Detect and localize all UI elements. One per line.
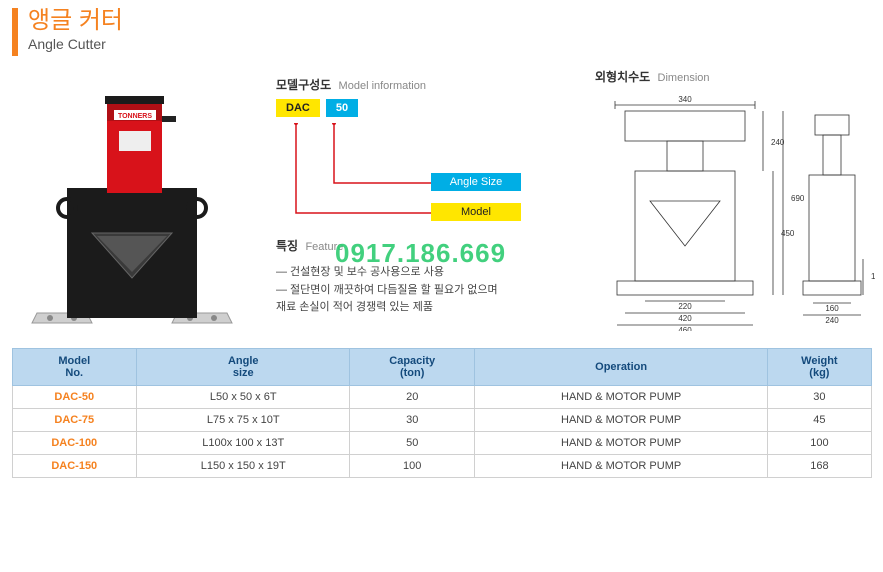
model-tags: DAC 50 [276, 99, 571, 117]
label-angle-size: Angle Size [431, 173, 521, 191]
tag-size: 50 [326, 99, 358, 117]
feature-lines: — 건설현장 및 보수 공사용으로 사용 — 절단면이 깨끗하여 다듬질을 할 … [276, 264, 571, 317]
title-accent-bar [12, 8, 18, 56]
dimension-heading: 외형치수도 Dimension [595, 68, 875, 85]
table-cell: 168 [768, 455, 871, 478]
table-cell: HAND & MOTOR PUMP [474, 386, 767, 409]
table-header: Anglesize [137, 349, 350, 386]
title-bar: 앵글 커터 Angle Cutter [0, 0, 883, 60]
table-cell: L150 x 150 x 19T [137, 455, 350, 478]
feature-heading: 특징 Feature [276, 237, 571, 254]
table-cell: L75 x 75 x 10T [137, 409, 350, 432]
title-ko: 앵글 커터 [28, 8, 123, 34]
table-cell: L100x 100 x 13T [137, 432, 350, 455]
label-model: Model [431, 203, 521, 221]
table-cell: 45 [768, 409, 871, 432]
table-cell: 30 [768, 386, 871, 409]
svg-text:460: 460 [678, 326, 692, 331]
title-text: 앵글 커터 Angle Cutter [28, 8, 123, 52]
model-info-heading: 모델구성도 Model information [276, 76, 571, 93]
model-connectors: Angle Size Model [276, 123, 571, 233]
table-cell: DAC-150 [12, 455, 137, 478]
info-column: 모델구성도 Model information DAC 50 Angle Siz… [276, 68, 571, 338]
svg-text:420: 420 [678, 314, 692, 323]
table-cell: DAC-75 [12, 409, 137, 432]
table-cell: 100 [768, 432, 871, 455]
table-cell: 30 [350, 409, 475, 432]
table-row: DAC-150L150 x 150 x 19T100HAND & MOTOR P… [12, 455, 871, 478]
table-cell: 50 [350, 432, 475, 455]
table-header: Operation [474, 349, 767, 386]
table-cell: HAND & MOTOR PUMP [474, 455, 767, 478]
table-cell: L50 x 50 x 6T [137, 386, 350, 409]
table-cell: DAC-50 [12, 386, 137, 409]
svg-text:TONNERS: TONNERS [118, 113, 152, 120]
dimension-column: 외형치수도 Dimension 340 240 450 690 [595, 68, 875, 338]
table-cell: DAC-100 [12, 432, 137, 455]
tag-model: DAC [276, 99, 320, 117]
table-cell: HAND & MOTOR PUMP [474, 432, 767, 455]
table-cell: HAND & MOTOR PUMP [474, 409, 767, 432]
svg-text:220: 220 [678, 302, 692, 311]
svg-text:340: 340 [678, 95, 692, 104]
product-image: TONNERS [12, 68, 252, 338]
table-header: ModelNo. [12, 349, 137, 386]
svg-text:160: 160 [825, 304, 839, 313]
svg-text:120: 120 [871, 272, 875, 281]
table-header: Weight(kg) [768, 349, 871, 386]
table-cell: 20 [350, 386, 475, 409]
table-row: DAC-50L50 x 50 x 6T20HAND & MOTOR PUMP30 [12, 386, 871, 409]
table-cell: 100 [350, 455, 475, 478]
spec-table: ModelNo.AnglesizeCapacity(ton)OperationW… [12, 348, 872, 478]
svg-text:240: 240 [825, 316, 839, 325]
table-row: DAC-75L75 x 75 x 10T30HAND & MOTOR PUMP4… [12, 409, 871, 432]
table-header: Capacity(ton) [350, 349, 475, 386]
svg-text:690: 690 [791, 194, 805, 203]
title-en: Angle Cutter [28, 36, 123, 52]
table-row: DAC-100L100x 100 x 13T50HAND & MOTOR PUM… [12, 432, 871, 455]
dimension-drawing: 340 240 450 690 220 420 460 [595, 91, 875, 331]
